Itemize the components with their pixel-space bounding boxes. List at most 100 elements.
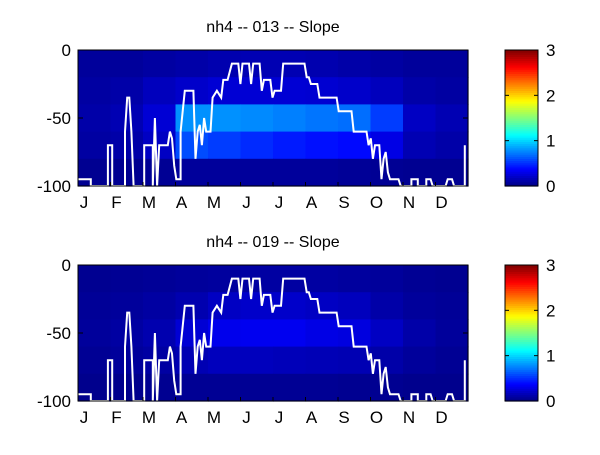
heatmap-cell bbox=[240, 373, 274, 402]
x-tick-label: N bbox=[403, 408, 415, 427]
colorbar-segment bbox=[505, 341, 538, 345]
heatmap-cell bbox=[403, 131, 437, 160]
colorbar-segment bbox=[505, 141, 538, 145]
y-tick-label: -50 bbox=[46, 324, 71, 343]
x-tick-label: S bbox=[338, 408, 349, 427]
colorbar-segment bbox=[505, 71, 538, 74]
heatmap-cell bbox=[435, 50, 469, 78]
colorbar-segment bbox=[505, 265, 538, 268]
colorbar-segment bbox=[505, 84, 538, 87]
x-tick-label: A bbox=[306, 408, 318, 427]
heatmap-cell bbox=[338, 131, 372, 160]
colorbar-segment bbox=[505, 101, 538, 104]
colorbar-segment bbox=[505, 335, 538, 338]
heatmap-cell bbox=[305, 104, 339, 133]
colorbar-segment bbox=[505, 392, 538, 396]
colorbar-segment bbox=[505, 279, 538, 283]
colorbar-segment bbox=[505, 296, 538, 300]
colorbar-segment bbox=[505, 132, 538, 136]
heatmap-cell bbox=[143, 158, 177, 187]
heatmap-cell bbox=[240, 158, 274, 187]
heatmap-cell bbox=[305, 158, 339, 187]
colorbar-tick-label: 1 bbox=[546, 347, 555, 366]
heatmap-cell bbox=[273, 104, 307, 133]
colorbar-segment bbox=[505, 284, 538, 287]
y-tick-label: 0 bbox=[62, 41, 71, 60]
heatmap-cell bbox=[370, 104, 404, 133]
colorbar-segment bbox=[505, 345, 538, 349]
y-tick-label: -50 bbox=[46, 109, 71, 128]
colorbar-segment bbox=[505, 343, 538, 347]
x-tick-label: A bbox=[176, 408, 188, 427]
heatmap-cell bbox=[240, 131, 274, 160]
colorbar-segment bbox=[505, 128, 538, 132]
colorbar-segment bbox=[505, 318, 538, 321]
heatmap-cell bbox=[370, 319, 404, 348]
heatmap-cell bbox=[435, 131, 469, 160]
colorbar-segment bbox=[505, 396, 538, 400]
x-tick-label: D bbox=[435, 193, 447, 212]
colorbar-segment bbox=[505, 147, 538, 151]
heatmap-cell bbox=[110, 50, 144, 78]
heatmap-cell bbox=[370, 292, 404, 320]
colorbar-segment bbox=[505, 373, 538, 377]
heatmap-cell bbox=[273, 158, 307, 187]
colorbar-segment bbox=[505, 379, 538, 383]
x-tick-label: N bbox=[403, 193, 415, 212]
colorbar-segment bbox=[505, 60, 538, 64]
colorbar-segment bbox=[505, 305, 538, 309]
colorbar-segment bbox=[505, 360, 538, 364]
x-tick-label: M bbox=[207, 193, 221, 212]
heatmap-cell bbox=[305, 346, 339, 375]
colorbar-segment bbox=[505, 367, 538, 370]
colorbar-segment bbox=[505, 145, 538, 149]
heatmap-cell bbox=[370, 265, 404, 293]
colorbar-segment bbox=[505, 316, 538, 319]
chart-title: nh4 -- 013 -- Slope bbox=[206, 19, 340, 36]
x-tick-label: S bbox=[338, 193, 349, 212]
colorbar-segment bbox=[505, 160, 538, 164]
colorbar-segment bbox=[505, 358, 538, 362]
x-tick-label: A bbox=[306, 193, 318, 212]
heatmap-cell bbox=[370, 77, 404, 105]
heatmap-cell bbox=[78, 77, 112, 105]
heatmap-cell bbox=[338, 373, 372, 402]
colorbar-segment bbox=[505, 73, 538, 77]
colorbar-segment bbox=[505, 384, 538, 387]
heatmap-cell bbox=[208, 158, 242, 187]
heatmap-cell bbox=[208, 104, 242, 133]
colorbar-tick-label: 2 bbox=[546, 301, 555, 320]
colorbar-segment bbox=[505, 109, 538, 113]
heatmap-cell bbox=[78, 319, 112, 348]
colorbar-segment bbox=[505, 62, 538, 66]
colorbar-segment bbox=[505, 158, 538, 162]
heatmap-cell bbox=[403, 77, 437, 105]
heatmap-cell bbox=[175, 50, 209, 78]
colorbar-segment bbox=[505, 154, 538, 157]
colorbar-segment bbox=[505, 81, 538, 85]
heatmap-cell bbox=[78, 373, 112, 402]
colorbar-segment bbox=[505, 173, 538, 176]
heatmap-cell bbox=[435, 346, 469, 375]
x-tick-label: M bbox=[207, 408, 221, 427]
colorbar-tick-label: 3 bbox=[546, 256, 555, 275]
colorbar-segment bbox=[505, 120, 538, 123]
colorbar-tick-label: 0 bbox=[546, 177, 555, 196]
colorbar-segment bbox=[505, 149, 538, 153]
y-tick-label: -100 bbox=[37, 392, 71, 411]
colorbar-segment bbox=[505, 86, 538, 89]
colorbar-segment bbox=[505, 326, 538, 330]
colorbar-segment bbox=[505, 77, 538, 81]
colorbar-segment bbox=[505, 54, 538, 57]
heatmap-cell bbox=[175, 265, 209, 293]
colorbar-segment bbox=[505, 122, 538, 125]
heatmap-cell bbox=[143, 373, 177, 402]
heatmap-cell bbox=[273, 346, 307, 375]
colorbar-segment bbox=[505, 118, 538, 121]
colorbar-segment bbox=[505, 320, 538, 323]
heatmap-cell bbox=[338, 77, 372, 105]
colorbar-segment bbox=[505, 275, 538, 279]
colorbar-segment bbox=[505, 292, 538, 296]
x-tick-label: J bbox=[80, 193, 89, 212]
colorbar-tick-label: 3 bbox=[546, 41, 555, 60]
